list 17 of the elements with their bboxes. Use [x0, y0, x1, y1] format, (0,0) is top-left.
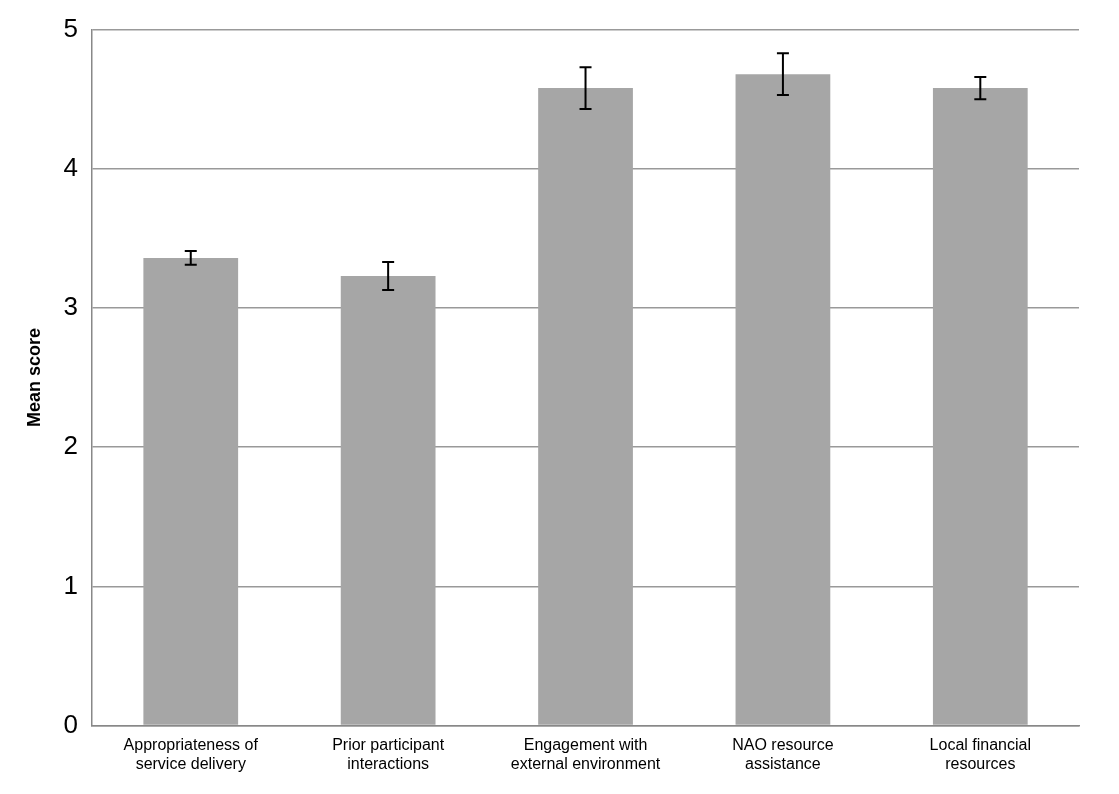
- x-tick-label: Engagement with external environment: [510, 735, 661, 772]
- y-tick-label: 5: [63, 12, 79, 43]
- y-axis-title: Mean score: [23, 328, 44, 428]
- x-tick-label: Appropriateness of service delivery: [123, 735, 259, 772]
- bar: [340, 275, 436, 725]
- y-tick-label: 0: [63, 708, 79, 739]
- x-tick-label: Local financial resources: [929, 735, 1032, 772]
- y-tick-label: 4: [63, 151, 79, 182]
- y-tick-label: 1: [63, 569, 79, 600]
- bar: [932, 88, 1028, 725]
- bar: [538, 88, 633, 725]
- bar: [143, 257, 239, 725]
- y-tick-label: 2: [63, 430, 79, 461]
- x-tick-label: Prior participant interactions: [332, 735, 445, 772]
- x-tick-label: NAO resource assistance: [732, 735, 834, 772]
- bar: [735, 74, 831, 725]
- y-tick-label: 3: [63, 291, 79, 322]
